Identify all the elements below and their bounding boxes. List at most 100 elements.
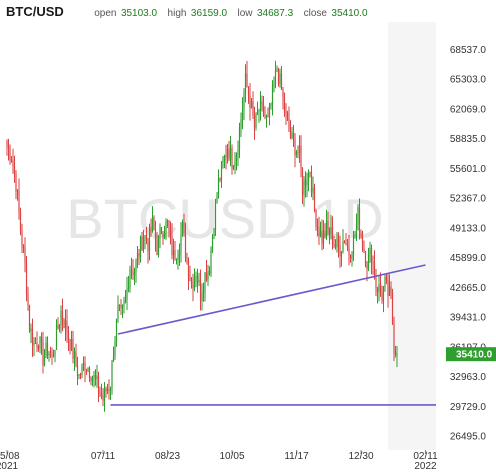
candle-body xyxy=(238,127,241,150)
y-tick-label: 32963.0 xyxy=(450,372,487,383)
candle-body xyxy=(225,155,227,158)
candle-body xyxy=(37,347,40,349)
candle-body xyxy=(334,244,337,248)
candle-body xyxy=(201,294,203,301)
candle-body xyxy=(250,101,253,108)
candle-body xyxy=(186,257,188,262)
candle-body xyxy=(294,138,296,156)
candle-body xyxy=(166,220,169,222)
candle-body xyxy=(126,289,128,300)
y-tick-label: 26495.0 xyxy=(450,432,487,443)
y-tick-label: 65303.0 xyxy=(450,75,487,86)
candle-body xyxy=(373,262,376,279)
candle-body xyxy=(366,264,368,269)
candle-body xyxy=(183,222,185,233)
candle-body xyxy=(162,233,164,238)
close-label: close xyxy=(303,8,327,19)
candle-body xyxy=(109,389,112,391)
candle-body xyxy=(229,147,232,160)
last-price-badge xyxy=(446,347,496,362)
y-tick-label: 29729.0 xyxy=(450,402,487,413)
x-tick-label: 11/17 xyxy=(284,451,309,462)
candle-body xyxy=(297,151,299,154)
candle-body xyxy=(60,310,62,326)
candle-body xyxy=(277,69,280,85)
candle-body xyxy=(349,255,352,259)
candle-body xyxy=(268,105,271,118)
y-tick-label: 58835.0 xyxy=(450,134,487,145)
x-tick-label: 02/11 xyxy=(413,451,438,462)
candle-body xyxy=(292,132,295,139)
candle-body xyxy=(357,207,359,224)
candle-body xyxy=(82,362,85,365)
candle-body xyxy=(12,160,14,166)
candle-body xyxy=(205,272,208,281)
candle-body xyxy=(388,286,391,296)
candle-body xyxy=(138,253,140,257)
candle-body xyxy=(202,291,205,295)
candle-body xyxy=(10,160,13,162)
candle-body xyxy=(346,244,349,248)
candle-body xyxy=(232,165,235,169)
candle-body xyxy=(106,389,109,392)
candle-body xyxy=(139,236,142,257)
candle-body xyxy=(301,168,304,195)
candle-body xyxy=(307,171,310,182)
candle-body xyxy=(265,116,268,118)
candle-body xyxy=(157,235,160,256)
candle-body xyxy=(112,356,115,362)
candle-body xyxy=(133,272,136,275)
candle-body xyxy=(259,101,262,111)
candle-body xyxy=(189,278,191,282)
candle-body xyxy=(94,375,97,380)
candle-body xyxy=(28,305,31,332)
candle-body xyxy=(120,304,122,308)
candle-body xyxy=(9,148,11,161)
candle-body xyxy=(31,328,34,345)
candle-body xyxy=(181,222,184,235)
candle-body xyxy=(295,151,298,156)
candle-body xyxy=(76,365,79,376)
candle-body xyxy=(123,302,125,305)
candle-body xyxy=(208,270,211,274)
candle-body xyxy=(348,247,350,256)
candle-body xyxy=(49,354,52,356)
last-price-label: 35410.0 xyxy=(456,350,493,361)
candle-body xyxy=(316,226,319,228)
candle-body xyxy=(336,238,338,248)
candle-body xyxy=(66,320,68,334)
candle-body xyxy=(291,132,293,139)
candle-body xyxy=(289,130,292,139)
candle-body xyxy=(220,162,223,181)
candle-body xyxy=(204,272,206,292)
candle-body xyxy=(63,319,65,329)
candle-body xyxy=(217,178,220,197)
candle-body xyxy=(100,393,103,397)
candle-body xyxy=(21,230,23,246)
y-tick-label: 49133.0 xyxy=(450,223,487,234)
candle-body xyxy=(118,304,121,306)
candle-body xyxy=(364,251,367,265)
candle-body xyxy=(231,147,233,169)
candle-body xyxy=(169,230,172,236)
candle-body xyxy=(363,248,365,252)
candle-body xyxy=(211,236,214,252)
candle-body xyxy=(387,279,389,296)
candle-body xyxy=(376,287,379,293)
candle-body xyxy=(309,171,311,174)
candle-body xyxy=(48,354,50,356)
candle-body xyxy=(390,286,392,293)
candle-body xyxy=(57,325,59,329)
candle-body xyxy=(142,236,145,250)
candle-body xyxy=(243,93,245,109)
candle-body xyxy=(187,261,190,279)
candle-body xyxy=(13,165,16,174)
candle-body xyxy=(385,276,388,280)
candle-body xyxy=(195,275,197,279)
candle-body xyxy=(72,338,74,359)
candle-body xyxy=(328,228,331,235)
candle-body xyxy=(108,389,110,391)
high-value: 36159.0 xyxy=(190,8,228,19)
candle-body xyxy=(315,210,317,228)
